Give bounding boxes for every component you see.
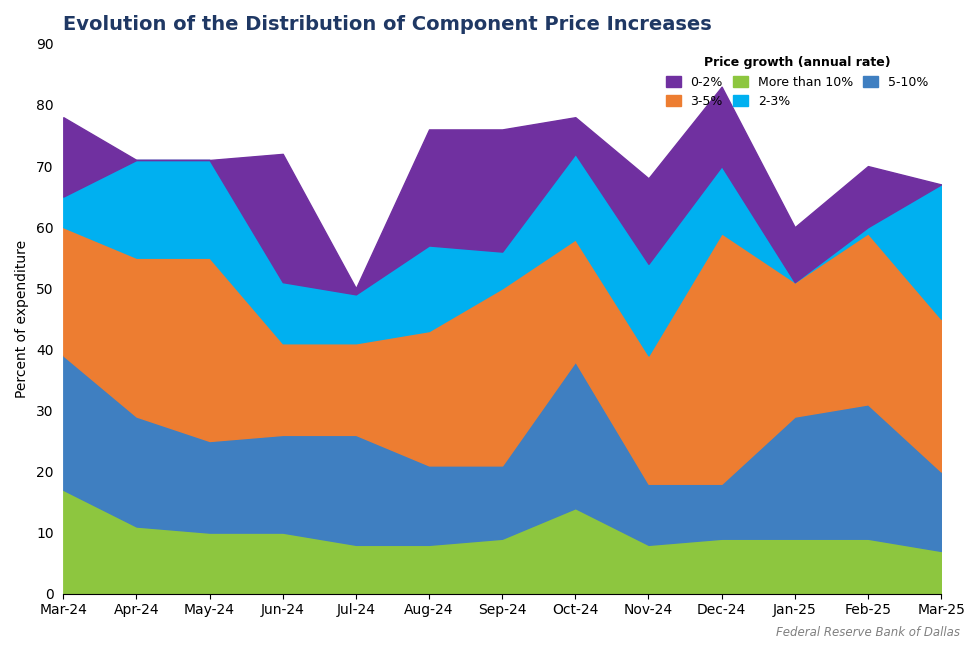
Text: Federal Reserve Bank of Dallas: Federal Reserve Bank of Dallas [776, 626, 960, 639]
Y-axis label: Percent of expenditure: Percent of expenditure [15, 240, 29, 398]
Legend: 0-2%, 3-5%, More than 10%, 2-3%, 5-10%: 0-2%, 3-5%, More than 10%, 2-3%, 5-10% [660, 50, 935, 114]
Text: Evolution of the Distribution of Component Price Increases: Evolution of the Distribution of Compone… [64, 15, 712, 34]
